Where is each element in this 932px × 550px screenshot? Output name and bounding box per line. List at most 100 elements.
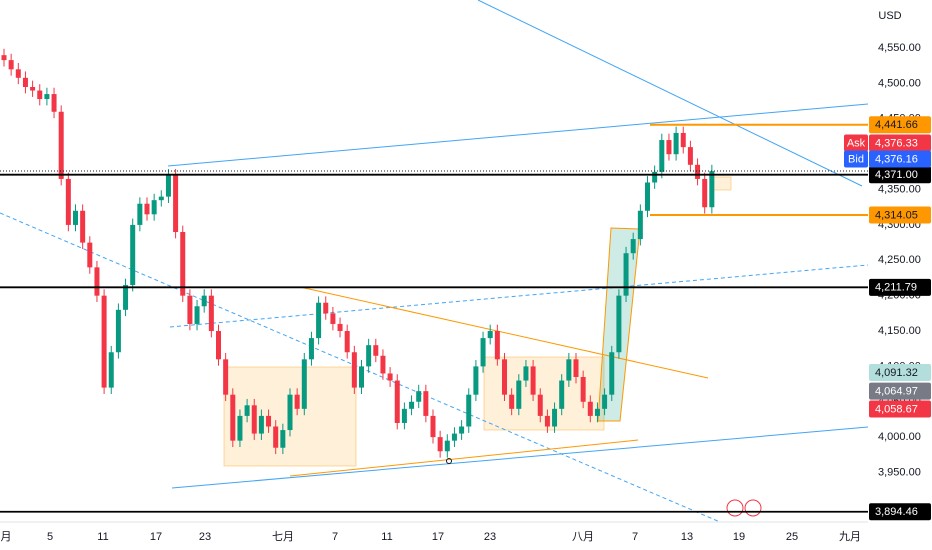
candle-body (173, 175, 179, 232)
y-tick-label: 4,250.00 (878, 254, 921, 266)
candle-body (702, 178, 708, 208)
x-tick-label: 月 (1, 531, 12, 543)
candle-body (380, 355, 386, 374)
level-label-bg (869, 278, 931, 296)
quote-label-bg (869, 150, 931, 168)
candle-body (466, 394, 472, 427)
candle-body (237, 415, 243, 441)
event-marker (446, 458, 452, 464)
candle-body (516, 380, 522, 409)
quote-label: 4,376.33 (875, 137, 918, 149)
price-marker: 4,064.97 (875, 386, 918, 398)
x-tick-label: 25 (786, 531, 798, 543)
candle-body (580, 377, 586, 402)
candle-body (509, 394, 515, 409)
quote-tag-bg (844, 134, 868, 152)
quote-tag: Bid (848, 153, 864, 165)
candle-body (652, 171, 658, 183)
candle-body (616, 295, 622, 353)
candle-body (108, 352, 114, 388)
candle-body (637, 210, 643, 240)
y-tick-label: 4,550.00 (878, 42, 921, 54)
candle-body (659, 140, 665, 172)
trend-line (477, 0, 863, 187)
candle-body (630, 239, 636, 254)
y-tick-label: 4,350.00 (878, 183, 921, 195)
price-marker-bg (869, 400, 931, 418)
candle-body (430, 415, 436, 438)
candle-body (623, 253, 629, 296)
candle-body (51, 94, 57, 112)
price-marker-bg (869, 364, 931, 382)
candle-body (180, 232, 186, 296)
candle-body (401, 408, 407, 423)
candle-body (158, 196, 164, 201)
x-tick-label: 7 (632, 531, 638, 543)
event-icon[interactable] (744, 499, 762, 517)
candle-body (330, 313, 336, 324)
y-tick-label: 4,500.00 (878, 77, 921, 89)
candle-body (208, 295, 214, 332)
trend-line (0, 212, 721, 523)
candle-body (344, 331, 350, 353)
candle-body (494, 331, 500, 360)
level-label-bg (869, 503, 931, 521)
level-label: 4,211.79 (875, 282, 917, 294)
candle-body (230, 394, 236, 441)
candle-body (8, 60, 14, 70)
candle-body (151, 200, 157, 215)
level-label: 3,894.46 (875, 506, 918, 518)
candle-body (687, 147, 693, 165)
candle-body (502, 359, 507, 395)
trend-line (169, 264, 869, 328)
candle-body (573, 359, 579, 377)
level-label-bg (869, 206, 931, 224)
x-tick-label: 七月 (272, 530, 294, 543)
candle-body (323, 302, 329, 314)
candle-body (316, 302, 322, 339)
range-box (711, 176, 732, 191)
candle-body (94, 267, 100, 296)
candle-body (165, 175, 171, 197)
candle-body (123, 285, 129, 310)
candle-body (552, 408, 558, 427)
candle-body (73, 210, 78, 225)
candle-body (394, 380, 400, 423)
candle-body (144, 203, 150, 215)
candle-body (587, 401, 593, 416)
candle-body (666, 140, 672, 155)
candle-body (15, 69, 21, 78)
candle-body (609, 352, 615, 395)
candle-body (423, 391, 429, 416)
candle-body (373, 345, 379, 356)
candle-body (473, 366, 479, 395)
y-tick-label: 4,000.00 (878, 431, 921, 443)
currency-label: USD (878, 10, 901, 22)
candle-body (308, 338, 314, 360)
quote-tag: Ask (847, 137, 866, 149)
candle-body (273, 426, 279, 448)
level-label: 4,441.66 (875, 119, 918, 131)
candle-body (266, 415, 272, 427)
quote-label-bg (869, 134, 931, 152)
candle-body (594, 408, 600, 416)
candle-body (37, 90, 43, 100)
price-marker: 4,058.67 (875, 403, 918, 415)
x-tick-label: 八月 (572, 531, 594, 543)
candle-body (480, 338, 486, 367)
candle-body (695, 164, 701, 179)
candle-body (58, 111, 64, 179)
candle-body (1, 55, 7, 61)
candle-body (409, 401, 415, 409)
candle-body (459, 426, 465, 434)
level-label: 4,371.00 (875, 169, 918, 181)
candle-body (115, 309, 121, 353)
candle-body (566, 359, 572, 381)
event-icon[interactable] (726, 499, 744, 517)
candle-body (44, 94, 50, 100)
candle-body (301, 359, 307, 409)
x-tick-label: 13 (681, 531, 693, 543)
y-tick-label: 4,150.00 (878, 325, 921, 337)
x-tick-label: 23 (484, 531, 496, 543)
